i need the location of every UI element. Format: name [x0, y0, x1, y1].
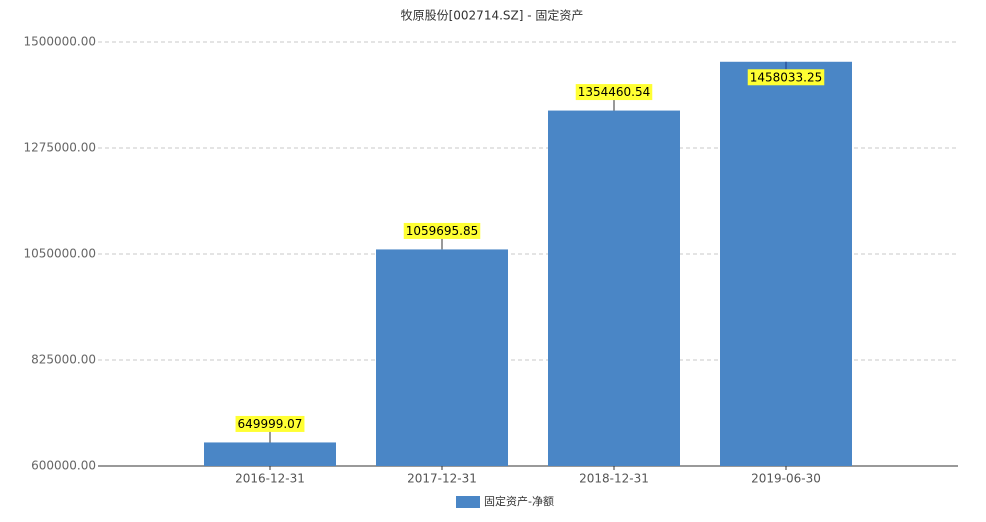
y-tick-label: 1050000.00 [23, 247, 96, 261]
value-label: 1458033.25 [750, 70, 823, 84]
value-label-bg [235, 415, 305, 432]
chart-title: 牧原股份[002714.SZ] - 固定资产 [401, 8, 584, 23]
legend-label: 固定资产-净额 [484, 494, 554, 508]
legend-swatch [456, 496, 480, 508]
bar [548, 110, 680, 467]
value-label: 1059695.85 [406, 224, 479, 238]
value-label: 1354460.54 [578, 85, 651, 99]
x-tick-label: 2017-12-31 [407, 472, 477, 486]
value-label-bg [575, 84, 653, 101]
y-tick-label: 1500000.00 [23, 35, 96, 49]
y-tick-label: 825000.00 [31, 353, 96, 367]
x-tick-label: 2019-06-30 [751, 472, 821, 486]
x-tick-label: 2016-12-31 [235, 472, 305, 486]
value-label-bg [403, 222, 481, 239]
bar [376, 249, 508, 466]
value-label-bg [747, 69, 825, 86]
y-tick-label: 600000.00 [31, 459, 96, 473]
value-label: 649999.07 [238, 417, 303, 431]
bar [204, 442, 336, 466]
x-tick-label: 2018-12-31 [579, 472, 649, 486]
bar [720, 61, 852, 467]
y-tick-label: 1275000.00 [23, 141, 96, 155]
